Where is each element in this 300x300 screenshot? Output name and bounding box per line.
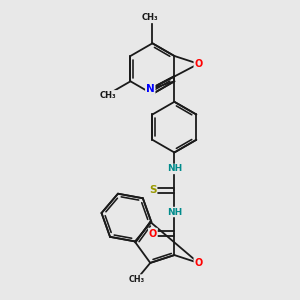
Text: NH: NH bbox=[167, 164, 182, 173]
Text: CH₃: CH₃ bbox=[142, 14, 158, 22]
Text: CH₃: CH₃ bbox=[100, 91, 116, 100]
Text: O: O bbox=[194, 258, 202, 268]
Text: S: S bbox=[149, 185, 157, 196]
Text: O: O bbox=[149, 229, 157, 238]
Text: N: N bbox=[146, 84, 155, 94]
Text: O: O bbox=[194, 59, 202, 69]
Text: CH₃: CH₃ bbox=[128, 275, 145, 284]
Text: NH: NH bbox=[167, 208, 182, 217]
